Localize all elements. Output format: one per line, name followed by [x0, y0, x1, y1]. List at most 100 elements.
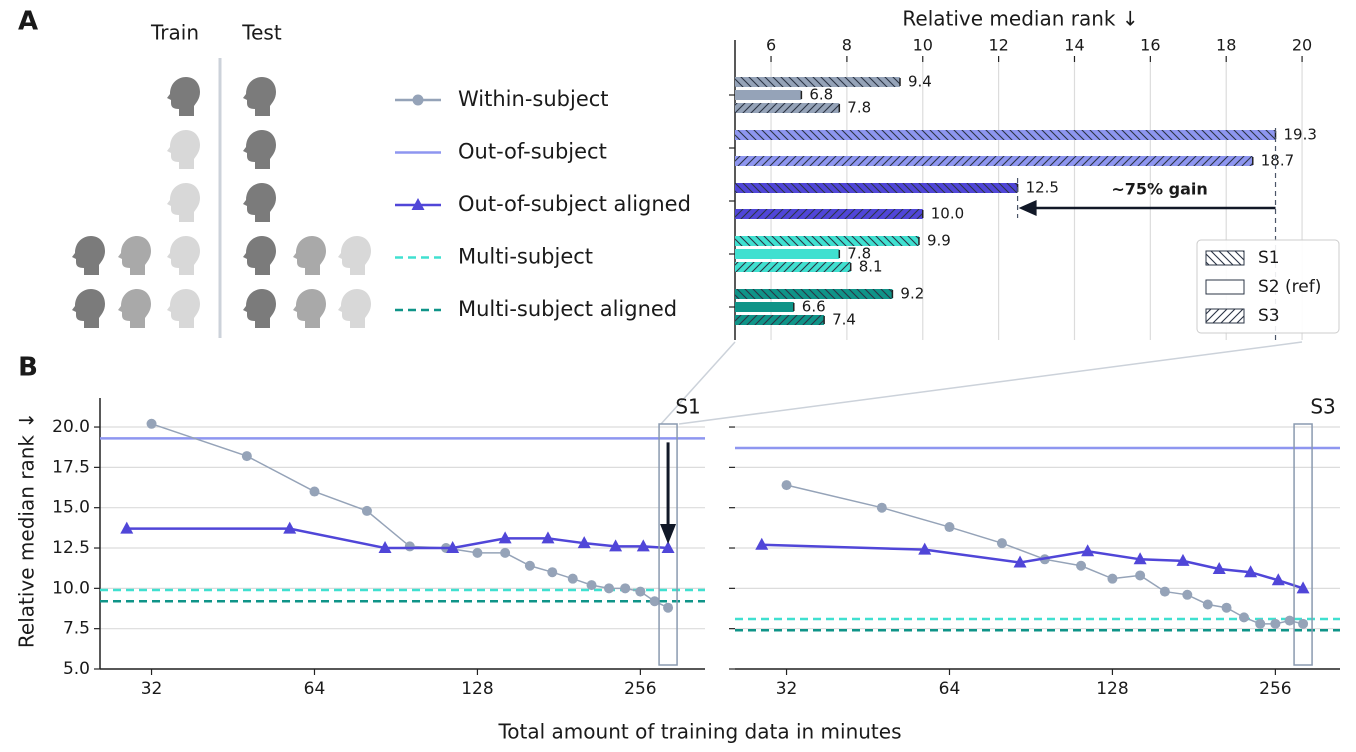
point [241, 451, 252, 462]
highlight-box [1293, 423, 1313, 666]
x-tick-label: 10 [913, 36, 933, 55]
legend-patch [1205, 250, 1245, 266]
point [472, 547, 483, 558]
head-icon [243, 183, 276, 222]
point [500, 547, 511, 558]
series-line [151, 423, 669, 609]
point [404, 541, 415, 552]
legend-label: Multi-subject aligned [458, 297, 677, 321]
value-label: 18.7 [1261, 152, 1294, 170]
bar [735, 289, 893, 299]
bar [735, 249, 840, 259]
point [996, 538, 1007, 549]
x-tick-label: 8 [842, 36, 852, 55]
point [1159, 586, 1170, 597]
point [1212, 561, 1226, 574]
point [1270, 618, 1281, 629]
legend-label: S2 (ref) [1258, 277, 1321, 297]
value-label: 9.2 [900, 285, 924, 303]
point [1271, 573, 1285, 586]
value-label: 6.8 [809, 86, 833, 104]
point [1107, 573, 1118, 584]
bar [735, 236, 919, 246]
panel-label: A [18, 7, 38, 37]
point [1176, 553, 1190, 566]
point [755, 537, 769, 550]
point [1255, 618, 1266, 629]
value-label: 7.8 [847, 99, 871, 117]
x-axis-label: Total amount of training data in minutes [497, 720, 901, 744]
y-tick-label: 15.0 [52, 498, 90, 518]
point [1182, 589, 1193, 600]
legend-label: Out-of-subject aligned [458, 192, 691, 216]
point [524, 560, 535, 571]
value-label: 8.1 [859, 258, 883, 276]
head-icon [293, 236, 326, 275]
head-icon [243, 236, 276, 275]
point [944, 522, 955, 533]
point [577, 536, 591, 549]
bar [735, 209, 923, 219]
head-icon [338, 236, 371, 275]
highlight-box [658, 423, 678, 666]
head-icon [243, 289, 276, 328]
series-line [761, 543, 1304, 590]
point [361, 505, 372, 516]
point [1244, 565, 1258, 578]
point [378, 541, 392, 554]
point [446, 541, 460, 554]
legend-patch [1205, 308, 1245, 324]
x-tick-label: 32 [141, 679, 163, 699]
head-icon [167, 289, 200, 328]
head-icon [72, 289, 105, 328]
legend-marker [411, 198, 425, 210]
x-tick-label: 128 [1096, 679, 1128, 699]
value-label: 7.4 [832, 311, 856, 329]
bar [735, 90, 802, 100]
point [1296, 581, 1310, 594]
point [1202, 599, 1213, 610]
panel-label: B [18, 353, 38, 383]
head-icon [243, 77, 276, 116]
head-icon [167, 236, 200, 275]
head-icon [167, 130, 200, 169]
point [781, 480, 792, 491]
head-icon [243, 130, 276, 169]
bar [735, 183, 1018, 193]
point [635, 586, 646, 597]
connector [660, 341, 736, 425]
head-icon [118, 236, 151, 275]
point [283, 521, 297, 534]
point [498, 531, 512, 544]
value-label: 10.0 [931, 205, 964, 223]
point [636, 539, 650, 552]
y-tick-label: 12.5 [52, 538, 90, 558]
head-icon [72, 236, 105, 275]
x-axis-label: Relative median rank ↓ [902, 7, 1138, 31]
point [661, 541, 675, 554]
legend-patch [1205, 279, 1245, 295]
icon-header: Train [150, 21, 199, 45]
annotation-text: ~75% gain [1111, 180, 1207, 199]
x-tick-label: 32 [776, 679, 798, 699]
value-label: 7.8 [847, 245, 871, 263]
y-axis-label: Relative median rank ↓ [15, 412, 39, 648]
chart-title: S3 [1310, 395, 1335, 419]
arrow-head [1018, 200, 1037, 216]
x-tick-label: 16 [1140, 36, 1160, 55]
point [620, 583, 631, 594]
bar [735, 262, 851, 272]
head-icon [167, 77, 200, 116]
x-tick-label: 6 [766, 36, 776, 55]
x-tick-label: 12 [988, 36, 1008, 55]
point [603, 583, 614, 594]
point [1133, 552, 1147, 565]
icon-header: Test [241, 21, 282, 45]
legend-label: Multi-subject [458, 245, 593, 269]
bar [735, 130, 1276, 140]
point [1298, 618, 1309, 629]
point [586, 580, 597, 591]
connector [678, 341, 1303, 425]
y-tick-label: 7.5 [63, 619, 90, 639]
